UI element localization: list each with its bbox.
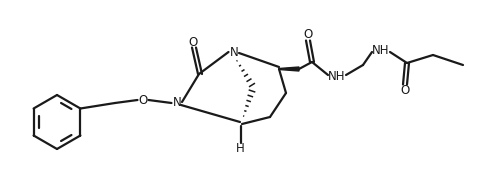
Text: NH: NH <box>328 69 346 82</box>
Text: O: O <box>138 93 147 106</box>
Text: N: N <box>229 46 239 60</box>
Text: N: N <box>173 97 181 109</box>
Polygon shape <box>279 67 299 71</box>
Text: O: O <box>401 84 410 97</box>
Text: O: O <box>188 35 198 49</box>
Text: NH: NH <box>372 44 390 57</box>
Text: H: H <box>236 141 244 155</box>
Text: O: O <box>303 29 313 42</box>
